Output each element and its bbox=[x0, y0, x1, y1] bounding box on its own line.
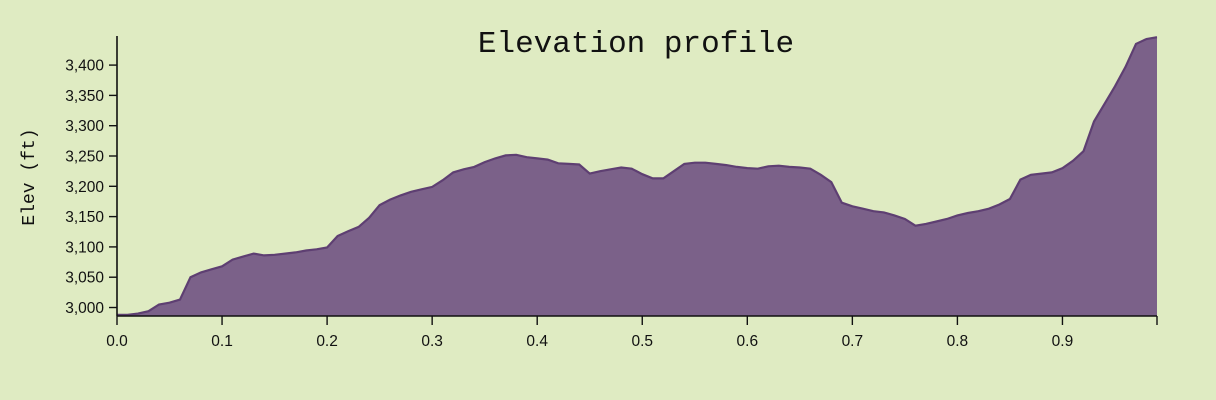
y-tick-label: 3,350 bbox=[65, 88, 104, 105]
x-tick-label: 0.8 bbox=[947, 333, 969, 350]
elevation-area bbox=[117, 37, 1157, 316]
y-tick-label: 3,200 bbox=[65, 179, 104, 196]
x-tick-label: 0.3 bbox=[421, 333, 443, 350]
y-tick-label: 3,100 bbox=[65, 239, 104, 256]
y-tick-label: 3,250 bbox=[65, 149, 104, 166]
x-tick-label: 0.0 bbox=[106, 333, 128, 350]
y-tick-label: 3,000 bbox=[65, 300, 104, 317]
y-tick-label: 3,400 bbox=[65, 58, 104, 75]
x-tick-label: 0.7 bbox=[842, 333, 864, 350]
x-tick-label: 0.6 bbox=[737, 333, 759, 350]
y-tick-label: 3,150 bbox=[65, 209, 104, 226]
x-tick-label: 0.2 bbox=[316, 333, 338, 350]
x-tick-label: 0.5 bbox=[631, 333, 653, 350]
x-axis: 0.0 0.1 0.2 0.3 0.4 0.5 0.6 0.7 0.8 0.9 bbox=[106, 315, 1158, 350]
y-axis: 3,000 3,050 3,100 3,150 3,200 3,250 3,300 3,350… bbox=[65, 36, 118, 317]
x-tick-label: 0.1 bbox=[211, 333, 233, 350]
x-tick-label: 0.9 bbox=[1052, 333, 1074, 350]
y-axis-label: Elev (ft) bbox=[20, 128, 40, 225]
y-tick-label: 3,300 bbox=[65, 118, 104, 135]
y-tick-label: 3,050 bbox=[65, 270, 104, 287]
x-tick-label: 0.4 bbox=[526, 333, 548, 350]
elevation-line bbox=[117, 36, 1158, 316]
plot-area bbox=[117, 36, 1158, 316]
chart-title: Elevation profile bbox=[478, 27, 794, 62]
